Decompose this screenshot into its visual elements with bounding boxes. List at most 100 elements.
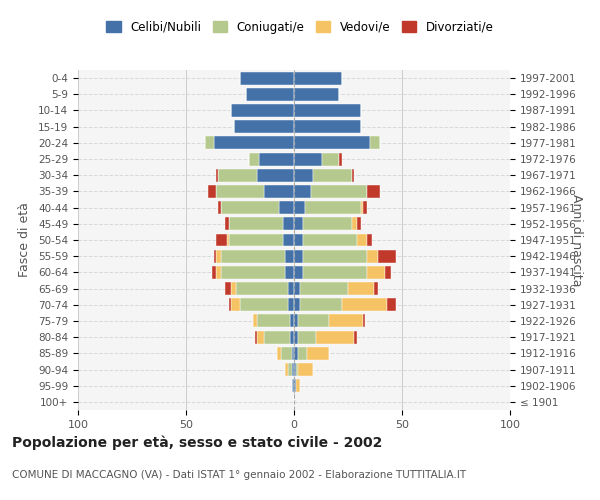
Bar [232,298,240,311]
Bar [352,218,356,230]
Bar [298,330,316,344]
Bar [348,282,374,295]
Bar [294,218,302,230]
Bar [294,234,302,246]
Bar [370,136,380,149]
Bar [283,234,294,246]
Bar [259,152,294,166]
Bar [290,314,294,328]
Bar [216,266,221,279]
Bar [212,266,216,279]
Bar [257,330,264,344]
Bar [340,152,341,166]
Bar [287,363,292,376]
Bar [286,363,287,376]
Bar [287,282,294,295]
Bar [255,330,257,344]
Bar [367,250,378,262]
Bar [313,169,352,181]
Bar [294,298,301,311]
Bar [329,314,363,328]
Bar [286,250,294,262]
Bar [232,282,236,295]
Bar [294,104,361,117]
Bar [294,88,340,101]
Bar [305,201,361,214]
Bar [216,185,264,198]
Bar [218,169,257,181]
Bar [229,234,283,246]
Bar [316,330,355,344]
Bar [367,185,380,198]
Bar [294,282,301,295]
Bar [294,72,341,85]
Bar [294,266,302,279]
Bar [225,282,232,295]
Bar [257,169,294,181]
Bar [227,234,229,246]
Bar [214,136,294,149]
Bar [232,104,294,117]
Bar [294,250,302,262]
Bar [322,152,340,166]
Bar [294,185,311,198]
Bar [279,201,294,214]
Bar [208,185,216,198]
Bar [352,169,355,181]
Bar [292,363,294,376]
Bar [292,379,294,392]
Legend: Celibi/Nubili, Coniugati/e, Vedovi/e, Divorziati/e: Celibi/Nubili, Coniugati/e, Vedovi/e, Di… [101,16,499,38]
Bar [296,379,301,392]
Bar [367,234,372,246]
Bar [240,298,287,311]
Bar [281,347,292,360]
Bar [294,136,370,149]
Bar [355,330,356,344]
Bar [264,185,294,198]
Bar [292,347,294,360]
Bar [294,363,296,376]
Y-axis label: Fasce di età: Fasce di età [18,202,31,278]
Bar [218,201,221,214]
Bar [363,201,367,214]
Bar [361,201,363,214]
Bar [294,379,296,392]
Bar [387,298,395,311]
Bar [298,363,313,376]
Bar [296,363,298,376]
Bar [298,347,307,360]
Bar [253,314,257,328]
Bar [225,218,229,230]
Bar [290,330,294,344]
Bar [216,234,227,246]
Bar [214,250,216,262]
Bar [216,169,218,181]
Bar [301,298,341,311]
Bar [236,282,287,295]
Bar [294,152,322,166]
Bar [341,298,387,311]
Bar [311,185,367,198]
Bar [294,120,361,133]
Bar [229,218,283,230]
Bar [229,298,232,311]
Y-axis label: Anni di nascita: Anni di nascita [571,194,583,286]
Bar [378,250,395,262]
Bar [294,347,298,360]
Bar [277,347,281,360]
Bar [264,330,290,344]
Bar [301,282,348,295]
Bar [294,314,298,328]
Bar [240,72,294,85]
Bar [247,88,294,101]
Text: Popolazione per età, sesso e stato civile - 2002: Popolazione per età, sesso e stato civil… [12,435,382,450]
Bar [356,218,361,230]
Bar [233,120,294,133]
Bar [221,266,286,279]
Bar [307,347,329,360]
Bar [248,152,259,166]
Bar [283,218,294,230]
Bar [221,201,279,214]
Bar [287,298,294,311]
Bar [302,234,356,246]
